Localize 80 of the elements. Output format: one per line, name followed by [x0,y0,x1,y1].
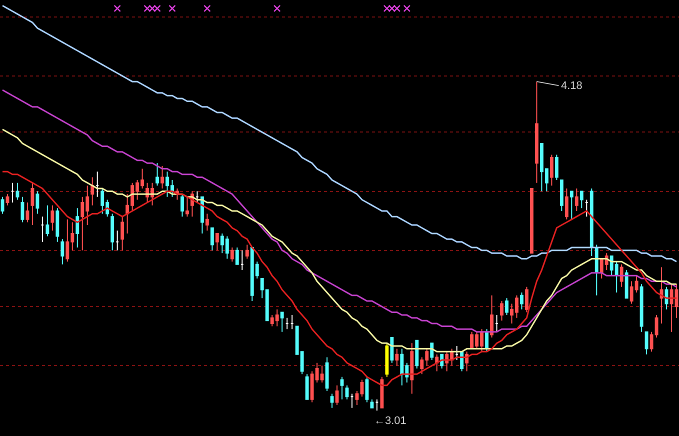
candlestick [500,300,504,322]
candlestick [370,398,374,408]
candlestick [670,284,674,332]
candlestick [340,376,344,400]
candlestick [505,298,508,316]
candlestick [325,356,329,392]
candlestick [56,208,60,242]
candlestick [435,354,439,372]
candlestick [570,190,574,220]
candlestick [205,213,209,232]
candlestick [235,247,239,265]
candlestick [620,264,624,288]
candlestick [580,190,584,209]
candlestick [156,162,159,186]
candlestick [245,244,249,260]
candlestick [290,314,294,330]
candlestick [120,216,124,251]
candlestick [554,154,558,181]
candlestick [530,188,534,254]
candlestick [6,194,10,206]
candlestick [550,154,554,186]
candlestick [455,345,459,361]
candlestick [46,204,50,237]
candlestick [20,196,24,223]
candlestick [26,202,30,223]
candlestick [16,182,20,200]
candlestick [624,270,628,299]
candlestick [345,384,349,400]
candlestick [560,180,564,212]
candlestick [490,294,494,338]
candlestick [186,196,189,218]
candlestick [60,238,64,265]
candlestick [116,230,120,251]
candlestick [180,194,184,218]
candlestick [534,81,538,184]
candlestick [380,376,384,408]
candlestick [495,314,498,332]
candlestick [215,232,219,251]
candlestick [415,340,419,369]
candlestick [330,393,334,408]
candlestick [110,213,114,251]
candlestick [76,208,80,248]
candlestick [385,342,389,378]
candlestick [90,176,94,206]
candlestick [280,312,284,332]
candlestick [285,317,289,330]
candlestick [590,188,594,256]
candlestick [195,190,199,204]
candlestick [0,196,4,214]
candlestick [674,284,678,318]
candlestick [365,376,369,403]
candlestick [230,247,234,262]
candlestick [375,398,379,412]
candlestick [430,342,434,361]
candlestick [335,384,339,406]
candlestick [594,244,598,296]
annotation: ←3.01 [374,415,406,427]
candlestick [525,286,528,313]
annotation: 4.18 [561,80,582,92]
candlestick [30,182,34,226]
candlestick [660,266,664,324]
candlestick [350,393,354,408]
candlestick [410,342,414,394]
candlestick [210,227,214,251]
candlestick [240,250,244,271]
candlestick [395,348,399,366]
candlestick [305,374,309,400]
candlestick [520,292,524,310]
candlestick [644,331,648,355]
candlestick [10,182,14,204]
candlestick [564,188,568,220]
candlestick [574,188,578,212]
candlestick [96,171,100,198]
candlestick [640,284,644,332]
candlestick [390,337,394,364]
candlestick [584,199,588,218]
candlestick [160,165,164,189]
candlestick [50,204,54,232]
candlestick [36,190,40,214]
candlestick [40,216,44,242]
